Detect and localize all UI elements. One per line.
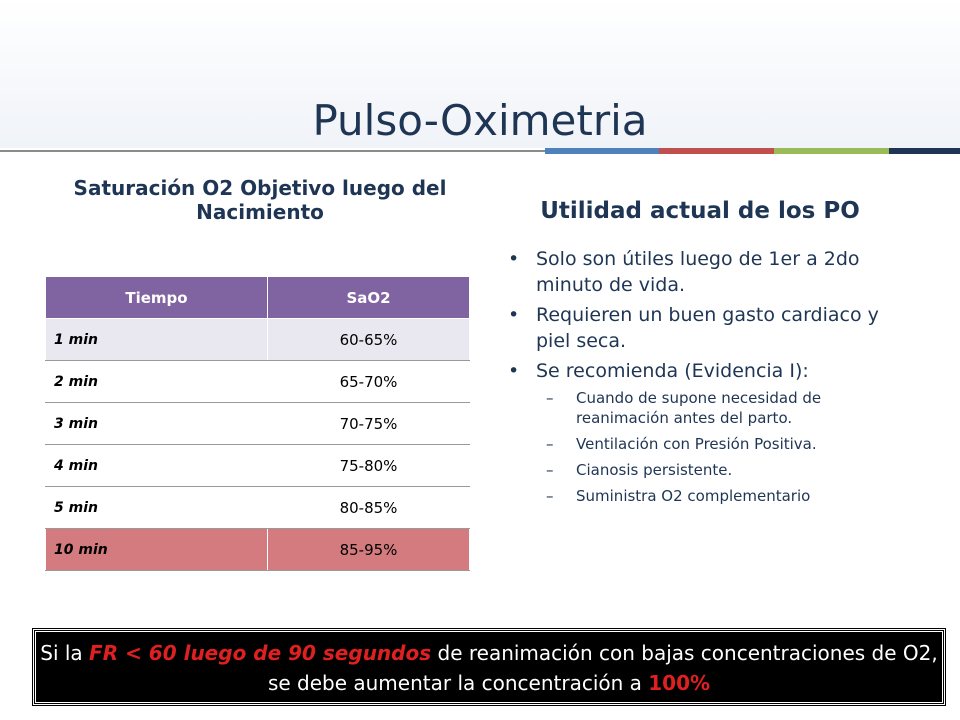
accent-bar-blue — [545, 148, 659, 154]
bullet-text: Requieren un buen gasto cardiaco y piel … — [536, 304, 879, 352]
banner-emphasis-fr: FR < 60 luego de 90 segundos — [89, 641, 432, 665]
table-row: 3 min 70-75% — [45, 402, 470, 445]
recommendation-sublist: Cuando de supone necesidad de reanimació… — [536, 388, 908, 506]
sub-list-item: Suministra O2 complementario — [536, 486, 908, 506]
cell-tiempo: 4 min — [45, 444, 268, 487]
banner-emphasis-percent: 100% — [648, 671, 711, 695]
cell-sao2: 65-70% — [267, 360, 470, 403]
table-row: 2 min 65-70% — [45, 360, 470, 403]
list-item: Requieren un buen gasto cardiaco y piel … — [508, 302, 908, 354]
bullet-text: Se recomienda (Evidencia I): — [536, 360, 809, 382]
right-column-heading: Utilidad actual de los PO — [540, 198, 860, 224]
list-item: Se recomienda (Evidencia I): Cuando de s… — [508, 358, 908, 506]
cell-sao2: 60-65% — [267, 318, 470, 361]
accent-bar-red — [659, 148, 774, 154]
list-item: Solo son útiles luego de 1er a 2do minut… — [508, 246, 908, 298]
header-sao2: SaO2 — [267, 276, 470, 319]
title-band — [0, 0, 960, 148]
accent-bar-green — [774, 148, 889, 154]
header-tiempo: Tiempo — [45, 276, 268, 319]
saturation-table: Tiempo SaO2 1 min 60-65% 2 min 65-70% 3 … — [45, 276, 470, 571]
table-row: 1 min 60-65% — [45, 318, 470, 361]
warning-banner: Si la FR < 60 luego de 90 segundos de re… — [32, 628, 946, 706]
table-row: 5 min 80-85% — [45, 486, 470, 529]
bullet-text: Solo son útiles luego de 1er a 2do minut… — [536, 248, 860, 296]
cell-sao2: 85-95% — [267, 528, 470, 571]
left-column-heading: Saturación O2 Objetivo luego del Nacimie… — [73, 176, 447, 224]
banner-text-1: Si la — [40, 641, 90, 665]
cell-sao2: 75-80% — [267, 444, 470, 487]
banner-text-2: de reanimación con bajas concentraciones… — [267, 641, 938, 695]
cell-tiempo: 2 min — [45, 360, 268, 403]
cell-tiempo: 10 min — [45, 528, 268, 571]
table-row-highlighted: 10 min 85-95% — [45, 528, 470, 571]
sub-list-item: Cuando de supone necesidad de reanimació… — [536, 388, 908, 428]
utility-list: Solo son útiles luego de 1er a 2do minut… — [508, 246, 908, 512]
cell-sao2: 80-85% — [267, 486, 470, 529]
slide-title: Pulso-Oximetria — [312, 96, 648, 145]
accent-bar-navy — [889, 148, 960, 154]
sub-list-item: Cianosis persistente. — [536, 460, 908, 480]
cell-tiempo: 3 min — [45, 402, 268, 445]
table-row: 4 min 75-80% — [45, 444, 470, 487]
table-header-row: Tiempo SaO2 — [45, 276, 470, 319]
sub-list-item: Ventilación con Presión Positiva. — [536, 434, 908, 454]
divider-line — [0, 150, 545, 152]
cell-sao2: 70-75% — [267, 402, 470, 445]
cell-tiempo: 1 min — [45, 318, 268, 361]
cell-tiempo: 5 min — [45, 486, 268, 529]
